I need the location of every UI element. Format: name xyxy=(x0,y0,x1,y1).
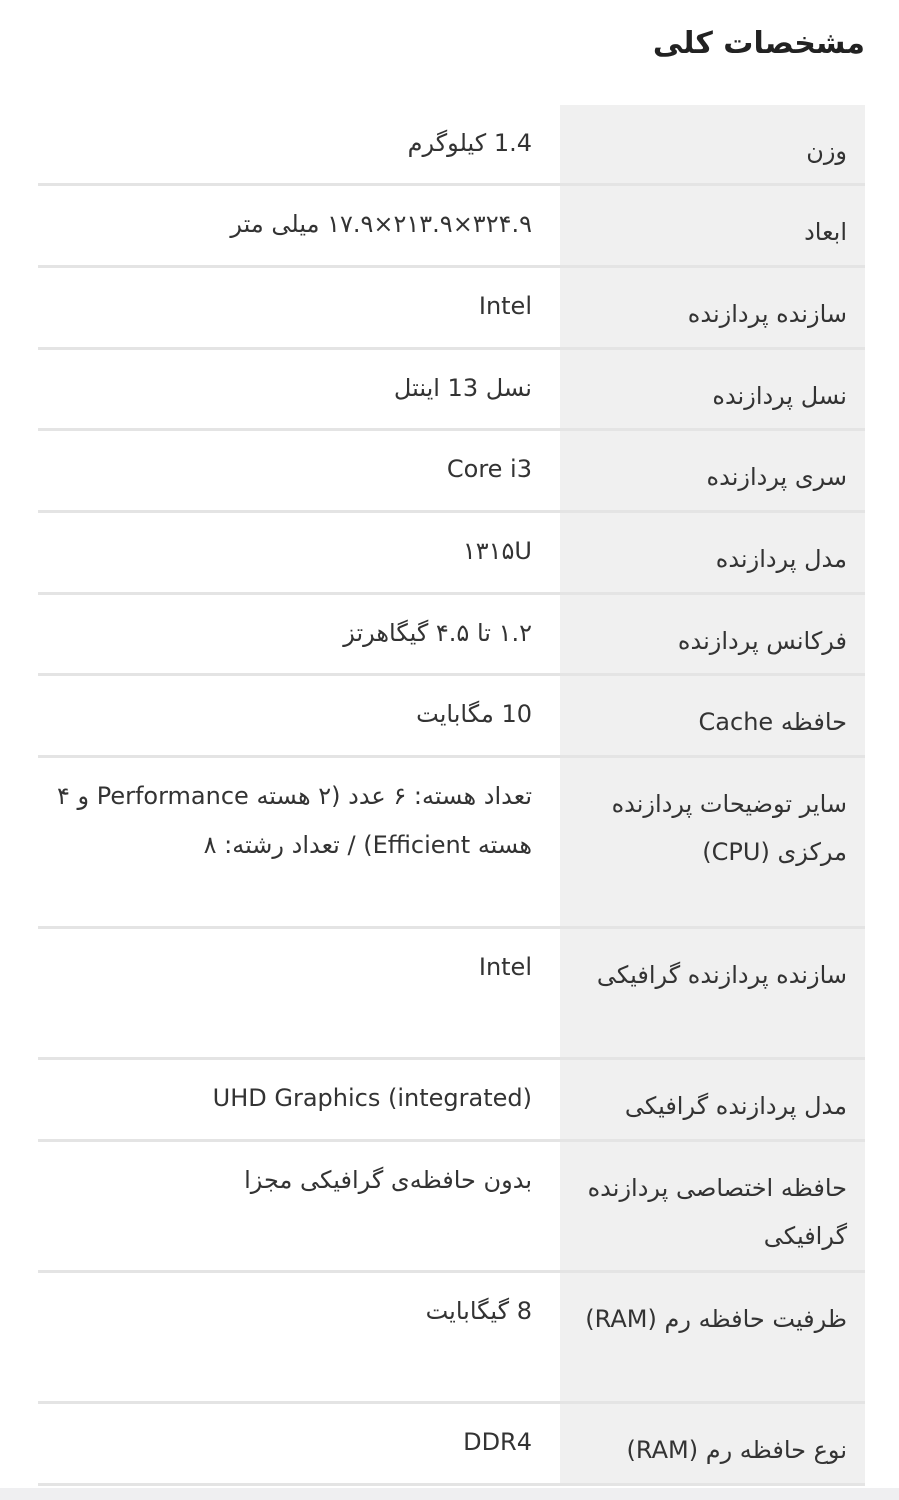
spec-value: 10 مگابایت xyxy=(416,700,532,728)
bottom-divider xyxy=(0,1488,899,1500)
spec-label: سایر توضیحات پردازنده مرکزی (CPU) xyxy=(560,758,865,926)
spec-label: فرکانس پردازنده xyxy=(560,595,865,673)
spec-label: حافظه Cache xyxy=(560,676,865,755)
spec-row: وزن 1.4 کیلوگرم xyxy=(38,105,865,186)
spec-row: مدل پردازنده ۱۳۱۵U xyxy=(38,513,865,595)
spec-label: نوع حافظه رم (RAM) xyxy=(560,1404,865,1483)
spec-row: حافظه اختصاصی پردازنده گرافیکی بدون حافظه… xyxy=(38,1142,865,1273)
spec-value: 1.4 کیلوگرم xyxy=(407,129,532,157)
spec-value: 8 گیگابایت xyxy=(425,1297,532,1325)
spec-row: سری پردازنده Core i3 xyxy=(38,431,865,513)
spec-value: ۱۳۱۵U xyxy=(462,537,532,565)
spec-label: حافظه اختصاصی پردازنده گرافیکی xyxy=(560,1142,865,1270)
spec-value: تعداد هسته: ۶ عدد (۲ هسته Performance و … xyxy=(56,782,532,859)
spec-value: Intel xyxy=(478,953,532,981)
spec-row: مدل پردازنده گرافیکی UHD Graphics (integr… xyxy=(38,1060,865,1142)
spec-row: نوع حافظه رم (RAM) DDR4 xyxy=(38,1404,865,1486)
spec-row: حافظه Cache 10 مگابایت xyxy=(38,676,865,758)
spec-label: وزن xyxy=(560,105,865,183)
spec-value: DDR4 xyxy=(463,1428,532,1456)
spec-value: UHD Graphics (integrated) xyxy=(212,1084,532,1112)
specs-table: وزن 1.4 کیلوگرم ابعاد ۳۲۴.۹×۲۱۳.۹×۱۷.۹ میلی… xyxy=(38,105,865,1486)
spec-row: سازنده پردازنده گرافیکی Intel xyxy=(38,929,865,1060)
spec-row: سازنده پردازنده Intel xyxy=(38,268,865,350)
section-title: مشخصات کلی xyxy=(652,26,865,61)
spec-row: فرکانس پردازنده ۱.۲ تا ۴.۵ گیگاهرتز xyxy=(38,595,865,676)
spec-label: سازنده پردازنده xyxy=(560,268,865,347)
spec-row: ظرفیت حافظه رم (RAM) 8 گیگابایت xyxy=(38,1273,865,1404)
spec-label: نسل پردازنده xyxy=(560,350,865,428)
spec-row: ابعاد ۳۲۴.۹×۲۱۳.۹×۱۷.۹ میلی متر xyxy=(38,186,865,268)
spec-value: Intel xyxy=(478,292,532,320)
spec-label: سری پردازنده xyxy=(560,431,865,510)
spec-label: مدل پردازنده گرافیکی xyxy=(560,1060,865,1139)
spec-value: Core i3 xyxy=(446,455,532,483)
spec-value: ۱.۲ تا ۴.۵ گیگاهرتز xyxy=(343,619,532,647)
spec-label: مدل پردازنده xyxy=(560,513,865,592)
spec-row: سایر توضیحات پردازنده مرکزی (CPU) تعداد ه… xyxy=(38,758,865,929)
spec-value: بدون حافظه‌ی گرافیکی مجزا xyxy=(244,1166,532,1194)
spec-value: ۳۲۴.۹×۲۱۳.۹×۱۷.۹ میلی متر xyxy=(230,210,532,238)
spec-row: نسل پردازنده نسل 13 اینتل xyxy=(38,350,865,431)
spec-value: نسل 13 اینتل xyxy=(393,374,532,402)
spec-label: ظرفیت حافظه رم (RAM) xyxy=(560,1273,865,1401)
spec-label: سازنده پردازنده گرافیکی xyxy=(560,929,865,1057)
spec-label: ابعاد xyxy=(560,186,865,265)
